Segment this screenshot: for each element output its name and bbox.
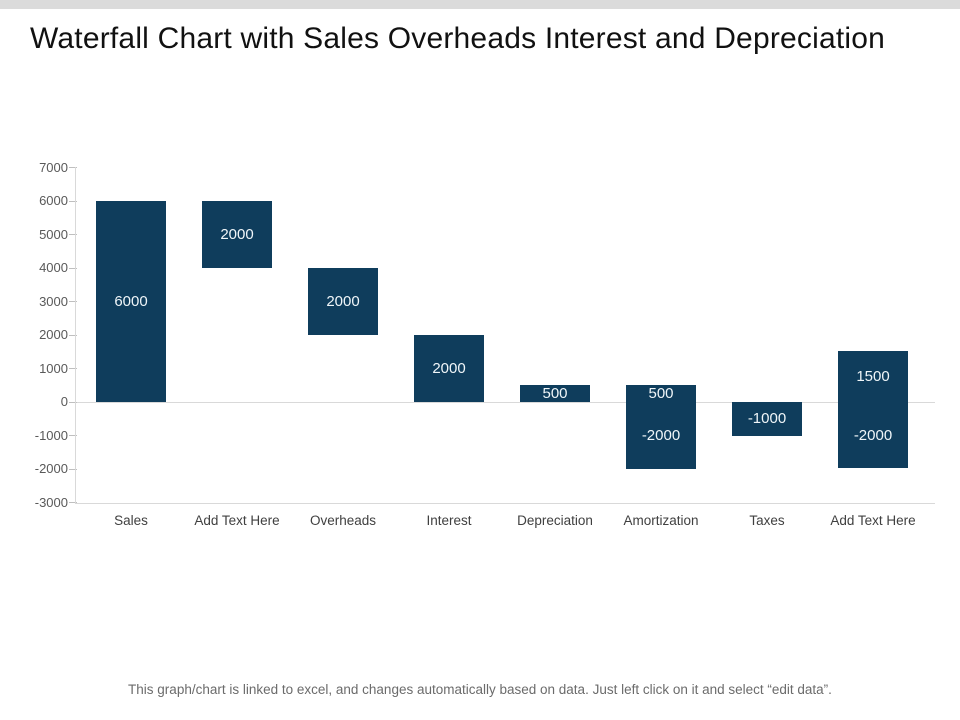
y-axis-tick-mark xyxy=(69,402,77,403)
y-axis-line xyxy=(75,167,76,503)
y-axis-tick-mark xyxy=(69,201,77,202)
y-axis-tick-label: -1000 xyxy=(34,428,68,443)
waterfall-bar xyxy=(626,385,696,469)
slide-title: Waterfall Chart with Sales Overheads Int… xyxy=(30,22,886,55)
waterfall-bar xyxy=(96,201,166,402)
y-axis-tick-label: 3000 xyxy=(39,294,68,309)
y-axis-tick-mark xyxy=(69,335,77,336)
waterfall-bar xyxy=(732,402,802,436)
y-axis-tick-mark xyxy=(69,268,77,269)
zero-gridline xyxy=(76,402,935,403)
bar-value-label: 500 xyxy=(648,385,674,402)
y-axis-tick-label: -3000 xyxy=(34,495,68,510)
y-axis-tick-mark xyxy=(69,301,77,302)
category-label: Amortization xyxy=(623,513,699,528)
y-axis-tick-label: 7000 xyxy=(39,160,68,175)
y-axis-tick-mark xyxy=(69,502,77,503)
y-axis-tick-mark xyxy=(69,368,77,369)
category-label: Taxes xyxy=(749,513,785,528)
bar-value-label: 6000 xyxy=(114,293,148,310)
y-axis-tick-label: 5000 xyxy=(39,227,68,242)
y-axis-tick-label: 2000 xyxy=(39,327,68,342)
bar-value-label: -2000 xyxy=(853,427,893,444)
waterfall-bar xyxy=(520,385,590,402)
bar-value-label: -1000 xyxy=(747,410,787,427)
category-label: Interest xyxy=(426,513,472,528)
category-label: Add Text Here xyxy=(830,513,916,528)
category-label: Sales xyxy=(114,513,148,528)
waterfall-bar xyxy=(202,201,272,268)
category-label: Add Text Here xyxy=(194,513,280,528)
y-axis-tick-label: 4000 xyxy=(39,260,68,275)
y-axis-tick-label: 0 xyxy=(60,394,68,409)
bar-value-label: 2000 xyxy=(326,293,360,310)
y-axis-tick-mark xyxy=(69,167,77,168)
x-axis-line xyxy=(75,503,935,504)
bar-value-label: 500 xyxy=(542,385,568,402)
bar-value-label: 1500 xyxy=(856,368,890,385)
footer-note: This graph/chart is linked to excel, and… xyxy=(128,682,832,697)
waterfall-bar xyxy=(414,335,484,402)
waterfall-bar xyxy=(308,268,378,335)
y-axis-tick-label: 1000 xyxy=(39,361,68,376)
bar-value-label: 2000 xyxy=(220,226,254,243)
y-axis-tick-mark xyxy=(69,435,77,436)
slide-top-accent-strip xyxy=(0,0,960,9)
y-axis-tick-label: 6000 xyxy=(39,193,68,208)
y-axis-tick-mark xyxy=(69,234,77,235)
waterfall-bar xyxy=(838,351,908,468)
y-axis-tick-label: -2000 xyxy=(34,461,68,476)
category-label: Depreciation xyxy=(517,513,593,528)
y-axis-tick-mark xyxy=(69,469,77,470)
bar-value-label: -2000 xyxy=(641,427,681,444)
bar-value-label: 2000 xyxy=(432,360,466,377)
category-label: Overheads xyxy=(309,513,377,528)
